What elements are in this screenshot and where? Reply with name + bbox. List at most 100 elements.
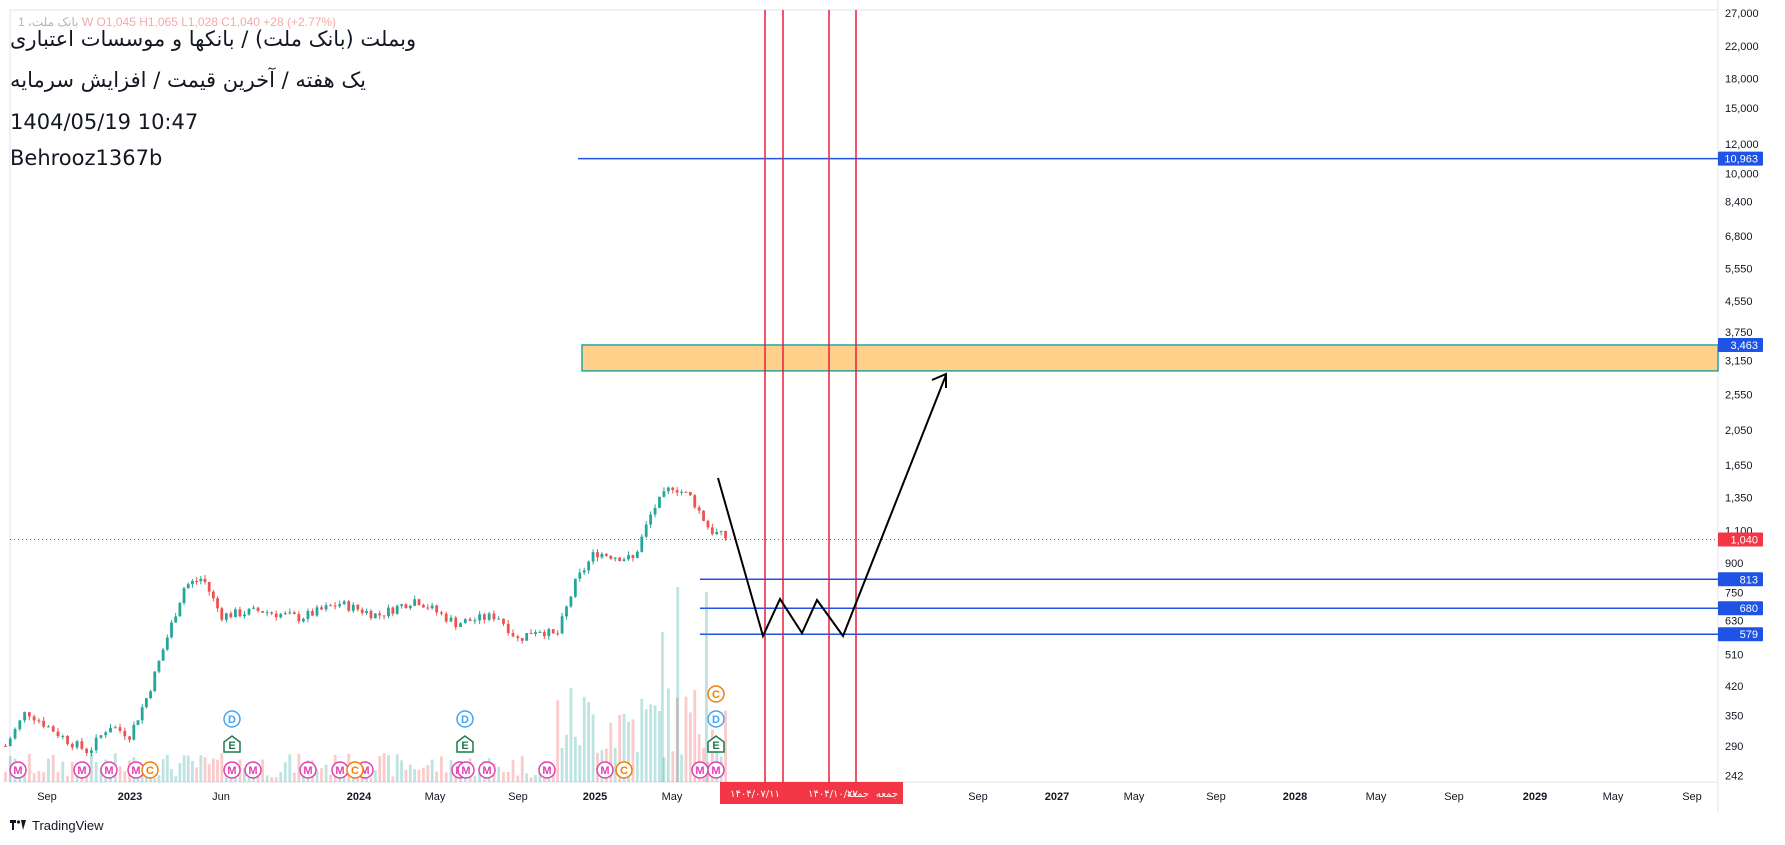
candle-body	[199, 578, 203, 582]
tradingview-logo-icon[interactable]	[10, 818, 26, 833]
horizontal-level-tag-text: 10,963	[1724, 154, 1758, 166]
event-marker-m-icon-label: M	[335, 765, 344, 777]
volume-bar	[573, 736, 577, 782]
candle-body	[104, 732, 108, 736]
volume-bar	[297, 753, 301, 782]
volume-bar	[622, 713, 626, 782]
event-marker-c-icon	[141, 761, 159, 779]
chart-author: Behrooz1367b	[10, 146, 163, 170]
x-tick-label: May	[1603, 791, 1624, 803]
volume-bar	[627, 721, 630, 782]
candle-body	[710, 527, 714, 535]
event-marker-m-icon-label: M	[131, 765, 140, 777]
volume-bar	[662, 757, 666, 782]
volume-bar	[653, 705, 657, 782]
volume-bar	[529, 777, 533, 782]
footer-brand[interactable]: TradingView	[32, 818, 104, 833]
candle-body	[719, 531, 723, 533]
candle-body	[560, 616, 564, 634]
volume-bar	[506, 771, 510, 782]
volume-bar	[609, 722, 613, 782]
chart-title: وبملت (بانک ملت) / بانکها و موسسات اعتبا…	[10, 27, 417, 51]
volume-bar	[444, 772, 448, 782]
volume-bar	[724, 710, 727, 782]
ohlc-legend: بانک ملت، 1 W O1,045 H1,065 L1,028 C1,04…	[18, 15, 336, 29]
candle-body	[99, 735, 103, 738]
event-marker-m-icon-label: M	[482, 765, 491, 777]
candle-body	[75, 741, 79, 748]
volume-bar	[207, 764, 211, 782]
candle-body	[482, 614, 486, 620]
candle-body	[274, 613, 278, 618]
volume-bar	[710, 729, 714, 782]
candle-body	[468, 619, 472, 622]
event-marker-e-icon	[456, 735, 474, 753]
candle-body	[13, 729, 17, 739]
horizontal-level-tag	[1718, 627, 1763, 642]
volume-bar	[660, 632, 664, 782]
candle-body	[444, 613, 448, 622]
volume-bar	[351, 776, 355, 782]
volume-bar	[658, 711, 661, 782]
x-tick-label: 2023	[118, 791, 142, 803]
candle-body	[311, 611, 314, 616]
candle-body	[256, 607, 260, 612]
volume-bar	[454, 776, 458, 782]
candle-body	[373, 613, 377, 619]
last-price-tag-text: 1,040	[1730, 534, 1758, 546]
x-tick-label: Sep	[1682, 791, 1702, 803]
volume-bar	[569, 688, 573, 782]
event-marker-c-icon-label: C	[620, 765, 628, 777]
zone-top-tag-text: 3,463	[1730, 340, 1758, 352]
candle-body	[547, 629, 551, 637]
x-tick-label: May	[662, 791, 683, 803]
candle-body	[365, 611, 368, 614]
volume-bar	[315, 769, 319, 782]
volume-bar	[292, 772, 296, 782]
event-marker-e-icon	[707, 735, 725, 753]
volume-bar	[511, 759, 515, 782]
y-tick-label: 2,550	[1725, 389, 1753, 401]
volume-bar	[578, 745, 582, 782]
candle-body	[706, 520, 710, 528]
event-marker-m-icon	[9, 761, 27, 779]
volume-bar	[283, 762, 287, 782]
candle-body	[140, 707, 144, 721]
horizontal-level-tag	[1718, 601, 1763, 616]
event-marker-m-icon-label: M	[248, 765, 257, 777]
y-tick-label: 900	[1725, 558, 1743, 570]
y-tick-label: 4,550	[1725, 296, 1753, 308]
x-tick-label: Sep	[1206, 791, 1226, 803]
candle-body	[382, 615, 386, 617]
volume-bar	[556, 700, 560, 782]
candle-body	[207, 581, 211, 592]
volume-bar	[618, 714, 622, 782]
candle-body	[391, 607, 395, 614]
candle-body	[497, 618, 501, 620]
y-tick-label: 8,400	[1725, 197, 1753, 209]
candle-body	[440, 612, 443, 614]
volume-bar	[157, 775, 161, 782]
volume-bar	[191, 761, 194, 782]
candle-body	[351, 604, 355, 611]
candle-body	[511, 633, 515, 637]
candle-body	[542, 632, 546, 637]
volume-bar	[387, 755, 390, 782]
event-marker-m-icon-label: M	[13, 765, 22, 777]
candle-body	[165, 637, 169, 650]
event-marker-c-icon	[707, 685, 725, 703]
candle-body	[387, 607, 390, 617]
chart-subtitle: یک هفته / آخرین قیمت / افزایش سرمایه	[10, 68, 367, 92]
candle-body	[675, 490, 679, 493]
y-tick-label: 6,800	[1725, 231, 1753, 243]
candle-body	[279, 614, 283, 618]
projection-path	[717, 374, 947, 639]
volume-bar	[449, 759, 453, 782]
volume-bar	[123, 771, 127, 782]
horizontal-level-tag	[1718, 151, 1763, 166]
volume-bar	[382, 753, 386, 782]
candle-body	[613, 557, 617, 559]
event-marker-m-icon	[596, 761, 614, 779]
candle-body	[252, 607, 255, 609]
